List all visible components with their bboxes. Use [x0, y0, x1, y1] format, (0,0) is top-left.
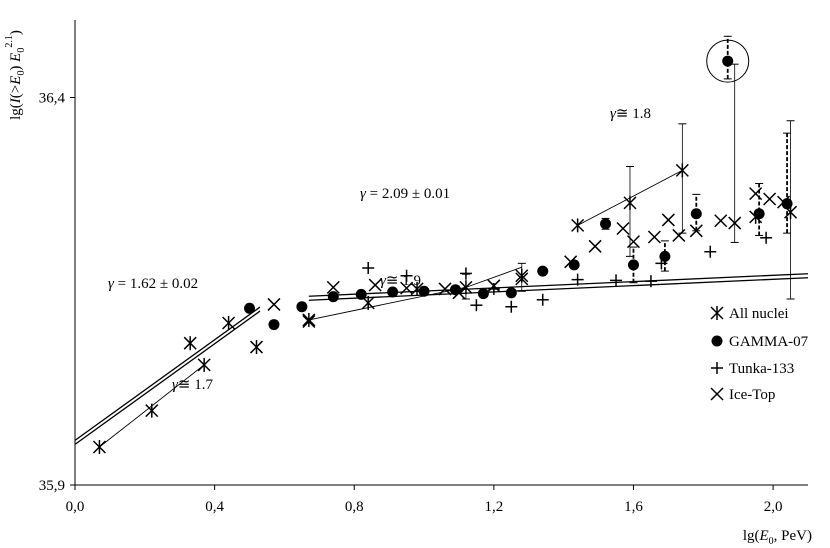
x-axis-title: lg(E0, PeV)	[743, 528, 812, 547]
legend-marker-plus	[711, 362, 723, 374]
point-x	[661, 213, 675, 227]
annotation-label: γ = 1.62 ± 0.02	[108, 276, 198, 292]
point-x	[438, 282, 452, 296]
point-filled-circle	[722, 55, 734, 67]
point-plus	[362, 262, 375, 274]
point-asterisk	[515, 268, 529, 283]
point-x	[487, 279, 501, 293]
point-filled-circle	[327, 291, 339, 303]
point-filled-circle	[418, 285, 430, 297]
point-plus	[704, 245, 717, 258]
legend-marker-filled-circle	[711, 335, 723, 347]
point-filled-circle	[268, 319, 280, 331]
point-asterisk	[571, 218, 585, 233]
point-asterisk	[302, 312, 316, 327]
point-x	[616, 221, 630, 236]
point-x	[515, 272, 529, 286]
point-filled-circle	[387, 286, 399, 298]
outlier-circle	[706, 39, 750, 83]
axes: 0,0 0,4 0,8 1,2 1,6 2,0 35,9 36,4 lg(E0, PeV) lg(…	[4, 20, 812, 547]
legend-label: Ice-Top	[729, 387, 775, 403]
point-x	[689, 224, 703, 238]
point-plus	[400, 269, 413, 282]
point-x	[777, 195, 791, 209]
point-plus	[644, 275, 657, 288]
point-asterisk	[145, 403, 159, 418]
annotations: γ = 1.62 ± 0.02 γ≅ 1.7 γ = 2.09 ± 0.01 γ≅ 1…	[108, 106, 651, 393]
legend-label: Tunka-133	[729, 361, 794, 377]
y-axis-title: lg(I(>E0) E02.1)	[4, 30, 27, 120]
point-filled-circle	[244, 302, 256, 314]
point-filled-circle	[505, 287, 517, 299]
point-plus	[536, 293, 549, 306]
point-filled-circle	[753, 208, 765, 220]
x-tick-label: 0,8	[345, 499, 364, 515]
legend-label: GAMMA-07	[729, 334, 809, 350]
point-x	[267, 297, 281, 311]
annotation-label: γ≅ 1.9	[380, 273, 421, 289]
legend-marker-asterisk	[710, 306, 724, 320]
point-asterisk	[249, 340, 264, 355]
point-filled-circle	[627, 259, 639, 271]
point-plus	[505, 300, 518, 313]
point-asterisk	[675, 163, 689, 178]
point-x	[326, 280, 340, 294]
point-x	[302, 314, 316, 329]
point-x	[714, 214, 728, 228]
point-asterisk	[459, 280, 473, 295]
point-plus	[655, 257, 668, 270]
x-tick-label: 1,6	[624, 499, 643, 515]
point-asterisk	[92, 440, 106, 455]
point-filled-circle	[355, 288, 367, 300]
point-asterisk	[222, 316, 236, 331]
error-bars	[461, 35, 795, 300]
x-tick-label: 1,2	[484, 499, 503, 515]
point-x	[588, 239, 602, 253]
point-plus	[487, 282, 500, 295]
point-x	[728, 216, 742, 230]
point-filled-circle	[296, 301, 308, 313]
point-plus	[571, 273, 584, 286]
point-asterisk	[623, 195, 637, 210]
point-filled-circle	[690, 208, 702, 220]
point-filled-circle	[781, 198, 793, 210]
point-x	[763, 192, 777, 206]
point-x	[749, 187, 763, 201]
fit-line-lower	[74, 310, 261, 445]
point-x	[368, 278, 382, 292]
x-tick-label: 0,4	[205, 499, 224, 515]
point-asterisk	[183, 336, 197, 351]
annotation-label: γ≅ 1.8	[610, 106, 651, 122]
point-asterisk	[197, 357, 211, 372]
point-x	[400, 281, 414, 295]
legend: All nuclei GAMMA-07 Tunka-133 Ice-Top	[710, 306, 809, 403]
x-tick-label: 0,0	[66, 499, 85, 515]
point-plus	[760, 231, 773, 244]
point-plus	[610, 274, 623, 287]
point-x	[647, 230, 661, 244]
point-x	[672, 228, 686, 242]
point-x	[452, 286, 466, 300]
y-tick-label: 36,4	[39, 91, 66, 107]
x-tick-label: 2,0	[764, 499, 783, 515]
point-plus	[459, 267, 472, 280]
point-filled-circle	[600, 218, 612, 230]
annotation-label: γ≅ 1.7	[172, 377, 213, 393]
point-x	[626, 235, 641, 249]
data-marks	[92, 39, 798, 455]
point-filled-circle	[477, 288, 489, 300]
legend-label: All nuclei	[729, 306, 789, 322]
point-filled-circle	[537, 265, 549, 277]
annotation-label: γ = 2.09 ± 0.01	[360, 186, 450, 202]
point-plus	[470, 299, 483, 312]
y-tick-label: 35,9	[39, 478, 65, 494]
legend-marker-x	[710, 387, 724, 401]
point-x	[564, 255, 578, 269]
